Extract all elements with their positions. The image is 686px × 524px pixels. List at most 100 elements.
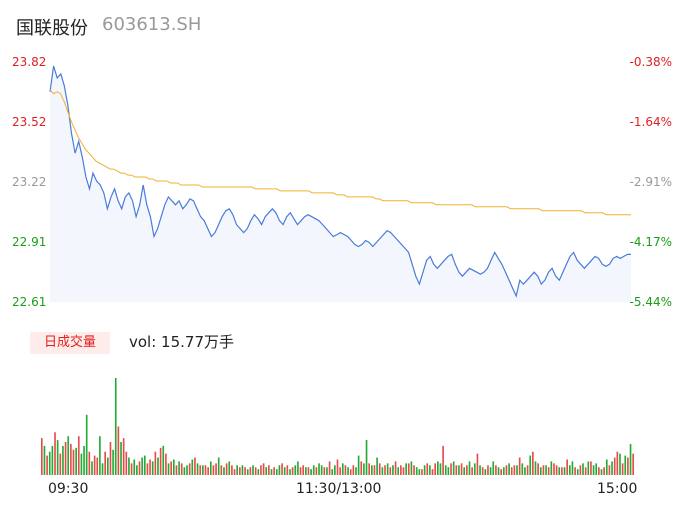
volume-bar (302, 465, 304, 475)
volume-bar (341, 463, 344, 475)
volume-bar (460, 463, 463, 475)
volume-bar (244, 467, 246, 475)
volume-bar (162, 445, 165, 475)
volume-bar (503, 467, 505, 475)
volume-bar (59, 453, 62, 475)
avg-price-line (49, 89, 631, 216)
volume-bar (582, 463, 584, 475)
volume-bar (318, 463, 320, 475)
volume-bar (297, 461, 299, 475)
volume-bar (307, 467, 310, 475)
volume-bar (96, 457, 99, 475)
volume-bar (423, 465, 426, 475)
volume-bar (376, 457, 378, 475)
volume-bar (239, 467, 241, 475)
volume-bar (249, 467, 252, 475)
volume-bar (141, 457, 143, 475)
volume-tab[interactable]: 日成交量 (30, 332, 110, 354)
volume-bar (204, 465, 207, 475)
volume-bar (202, 465, 204, 475)
volume-bar (46, 455, 48, 475)
volume-bar (80, 453, 83, 475)
volume-bar (323, 467, 326, 475)
pct-tick-label: -1.64% (630, 115, 672, 129)
volume-bar (352, 465, 355, 475)
volume-bar (107, 457, 109, 475)
price-tick-label: 22.61 (12, 295, 46, 309)
volume-bar (43, 445, 46, 475)
volume-bar (505, 465, 508, 475)
volume-bar (217, 457, 220, 475)
volume-bar (291, 467, 294, 475)
volume-bar (555, 465, 558, 475)
volume-bar (138, 461, 141, 475)
x-label-close: 15:00 (597, 481, 638, 497)
volume-bar (421, 469, 423, 475)
volume-bar (183, 467, 186, 475)
volume-bar (188, 463, 191, 475)
volume-bar (418, 469, 421, 475)
volume-bar (215, 463, 217, 475)
volume-bar (236, 465, 238, 475)
volume-bar (54, 432, 56, 475)
volume-bar (117, 426, 120, 475)
volume-bar (547, 467, 550, 475)
volume-bar (165, 453, 167, 475)
volume-bar (613, 457, 616, 475)
volume-bar (365, 440, 368, 475)
volume-bar (569, 465, 571, 475)
volume-bar (275, 469, 278, 475)
volume-bar (91, 461, 93, 475)
volume-bar (466, 465, 468, 475)
volume-bar (592, 465, 595, 475)
volume-bar (371, 465, 373, 475)
volume-bar (336, 459, 339, 475)
volume-bar (452, 461, 455, 475)
volume-bar (270, 469, 273, 475)
volume-bar (619, 453, 621, 475)
volume-bar (286, 465, 289, 475)
volume-bar (590, 461, 592, 475)
volume-bar (143, 455, 146, 475)
volume-bar (508, 463, 510, 475)
volume-bar (157, 457, 159, 475)
volume-bar (476, 453, 479, 475)
price-area-fill (50, 66, 631, 302)
volume-bar (170, 461, 172, 475)
volume-bar (191, 459, 194, 475)
volume-bar (320, 465, 323, 475)
volume-bar (566, 459, 568, 475)
volume-bar (429, 465, 431, 475)
volume-bar (173, 459, 175, 475)
volume-bar (437, 461, 439, 475)
volume-bar (75, 447, 77, 475)
volume-bar (389, 467, 392, 475)
volume-bar (265, 467, 268, 475)
volume-bar (62, 445, 64, 475)
volume-bar (407, 463, 410, 475)
volume-bar (471, 467, 473, 475)
volume-bar (223, 467, 225, 475)
volume-bar (524, 467, 526, 475)
volume-bar (529, 455, 532, 475)
volume-bar (268, 465, 270, 475)
volume-bar (278, 465, 281, 475)
price-tick-label: 23.82 (12, 55, 46, 69)
volume-bar (154, 451, 157, 475)
volume-bar (252, 465, 254, 475)
volume-bar (605, 459, 608, 475)
volume-bar (273, 467, 275, 475)
volume-bar (558, 467, 561, 475)
volume-bar (305, 467, 307, 475)
volume-bar (56, 440, 59, 475)
volume-bar (93, 455, 96, 475)
volume-bar (426, 463, 429, 475)
volume-bar (455, 465, 458, 475)
volume-bar (257, 469, 260, 475)
pct-tick-label: -0.38% (630, 55, 672, 69)
volume-readout: vol: 15.77万手 (129, 332, 234, 352)
volume-bar (312, 465, 315, 475)
volume-bar (289, 469, 291, 475)
volume-bar (458, 465, 460, 475)
